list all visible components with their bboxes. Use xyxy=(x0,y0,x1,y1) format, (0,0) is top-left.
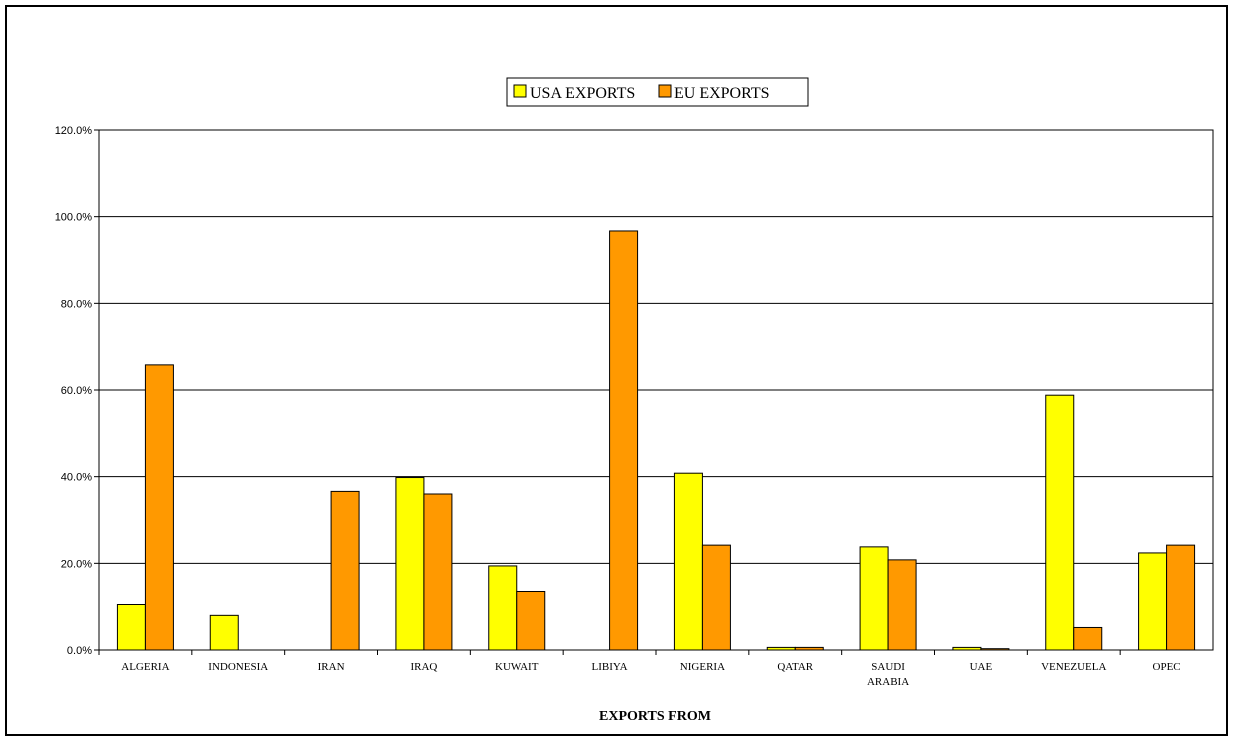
bar-eu-nigeria xyxy=(701,544,731,651)
legend-label-eu: EU EXPORTS xyxy=(674,85,770,102)
x-category-label: LIBIYA xyxy=(592,661,628,673)
bar-eu-iran xyxy=(330,490,360,651)
x-category-label: QATAR xyxy=(777,661,813,673)
bar-eu-libiya xyxy=(609,230,639,651)
bar-usa-nigeria xyxy=(673,472,703,651)
bars xyxy=(116,230,1196,651)
bar-eu-kuwait xyxy=(516,591,546,651)
bar-eu-qatar xyxy=(794,646,824,651)
bar-usa-indonesia xyxy=(209,614,239,651)
y-tick-label: 20.0% xyxy=(61,558,92,570)
bar-eu-uae xyxy=(980,648,1010,651)
x-category-label: IRAN xyxy=(318,661,345,673)
x-axis-categories: ALGERIA INDONESIA IRAN IRAQ KUWAIT LIBIYA NIGE… xyxy=(98,650,1181,688)
bar-eu-iraq xyxy=(423,493,453,651)
x-axis-title: EXPORTS FROM xyxy=(599,709,711,724)
bar-usa-algeria xyxy=(116,604,146,651)
x-category-label: KUWAIT xyxy=(495,661,539,673)
x-category-label: SAUDI ARABIA xyxy=(867,661,909,688)
bar-usa-saudi-arabia xyxy=(859,546,889,651)
x-category-label: UAE xyxy=(970,661,993,673)
x-category-label: ALGERIA xyxy=(121,661,169,673)
legend-swatch-usa xyxy=(513,84,527,98)
y-tick-label: 120.0% xyxy=(55,125,93,137)
bar-eu-opec xyxy=(1166,544,1196,651)
legend-swatch-eu xyxy=(658,84,672,98)
bar-eu-venezuela xyxy=(1073,626,1103,651)
x-category-label: IRAQ xyxy=(410,661,437,673)
gridlines xyxy=(99,216,1213,564)
y-axis-ticks: 0.0% 20.0% 40.0% 60.0% 80.0% 100.0% 120.0% xyxy=(55,125,99,657)
x-category-label: INDONESIA xyxy=(208,661,268,673)
y-tick-label: 80.0% xyxy=(61,298,92,310)
y-tick-label: 60.0% xyxy=(61,385,92,397)
bar-usa-qatar xyxy=(766,646,796,651)
x-category-label: NIGERIA xyxy=(680,661,725,673)
y-tick-label: 0.0% xyxy=(67,645,92,657)
legend-label-usa: USA EXPORTS xyxy=(530,85,635,102)
y-tick-label: 100.0% xyxy=(55,212,93,224)
legend: USA EXPORTS EU EXPORTS xyxy=(506,77,809,107)
y-tick-label: 40.0% xyxy=(61,472,92,484)
bar-usa-opec xyxy=(1138,552,1168,651)
x-category-label: VENEZUELA xyxy=(1041,661,1106,673)
bar-eu-saudi-arabia xyxy=(887,559,917,651)
bar-usa-kuwait xyxy=(488,565,518,651)
bar-usa-venezuela xyxy=(1045,394,1075,651)
bar-usa-uae xyxy=(952,646,982,651)
bar-eu-algeria xyxy=(144,364,174,651)
bar-usa-iraq xyxy=(395,477,425,651)
x-category-label: OPEC xyxy=(1153,661,1181,673)
legend-box xyxy=(506,77,809,107)
